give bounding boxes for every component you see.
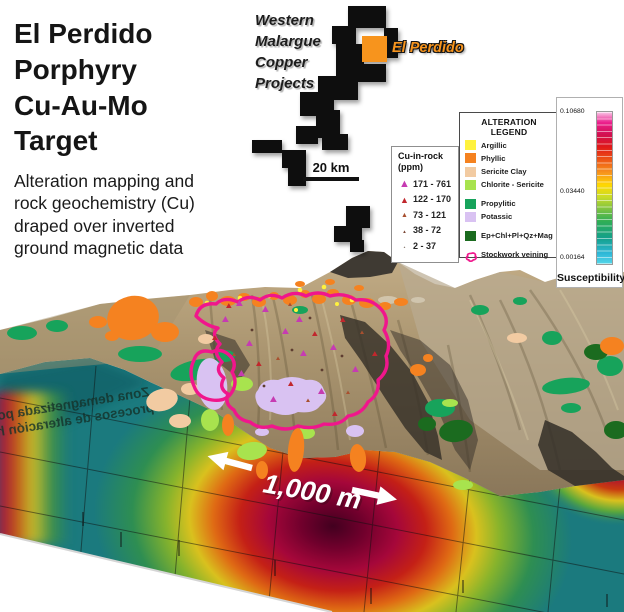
color-swatch: [465, 179, 476, 190]
color-swatch: [465, 166, 476, 177]
alteration-legend-panel: ALTERATION LEGEND Argillic Phyllic Seric…: [459, 112, 557, 262]
el-perdido-label: El Perdido: [392, 40, 464, 56]
left-arrow-icon: [207, 451, 253, 472]
inset-scalebar-bar: [303, 177, 359, 181]
susceptibility-panel: 0.10680 0.03440 0.00164 Susceptibility: [556, 97, 624, 288]
color-swatch: [465, 140, 476, 151]
legend-item: Chlorite - Sericite: [465, 179, 553, 190]
cu-sample-symbols: [212, 300, 378, 416]
susceptibility-tick-min: 0.00164: [560, 254, 585, 261]
color-swatch: [465, 230, 476, 241]
color-swatch: [465, 211, 476, 222]
el-perdido-claim-highlight: [362, 36, 387, 62]
legend-item: Argillic: [465, 140, 553, 151]
stockwork-outline: [189, 291, 391, 431]
cu-class-row: ▲ 38 - 72: [402, 225, 442, 235]
legend-item: Potassic: [465, 211, 553, 222]
cu-class-row: ▲ 73 - 121: [401, 209, 447, 220]
cu-legend-title: Cu-in-rock: [398, 151, 443, 161]
cu-class-row: ▲ 122 - 170: [400, 194, 452, 205]
cu-class-row: ▲ 2 - 37: [403, 240, 437, 251]
inset-map-label: Western Malargue Copper Projects: [255, 12, 321, 92]
inset-scalebar: 20 km: [303, 160, 359, 181]
legend-item: Stockwork veining: [465, 250, 553, 262]
legend-item: Propylitic: [465, 198, 553, 209]
grid-tick-marks: [82, 512, 608, 607]
cu-legend-panel: Cu-in-rock (ppm) ▲ 171 - 761 ▲ 122 - 170…: [391, 146, 459, 263]
susceptibility-colorbar: [596, 111, 613, 265]
section-bottom-edge: [0, 533, 333, 612]
legend-item: Ep+Chl+Pl+Qz+Mag: [465, 230, 553, 241]
susceptibility-tick-max: 0.10680: [560, 108, 585, 115]
right-arrow-icon: [351, 486, 397, 505]
page-title: El Perdido Porphyry Cu-Au-Mo Target: [14, 18, 153, 157]
inset-scalebar-label: 20 km: [312, 160, 350, 175]
chlorite-sericite-patches: [201, 377, 473, 490]
legend-item: Sericite Clay: [465, 166, 553, 177]
color-swatch: [465, 198, 476, 209]
cu-class-row: ▲ 171 - 761: [399, 178, 452, 190]
susceptibility-title: Susceptibility: [557, 272, 624, 284]
color-swatch: [465, 153, 476, 164]
page-subtitle: Alteration mapping and rock geochemistry…: [14, 171, 195, 259]
alteration-legend-title: ALTERATION LEGEND: [481, 117, 537, 137]
susceptibility-tick-mid: 0.03440: [560, 188, 585, 195]
stockwork-outline-icon: [465, 250, 478, 262]
legend-item: Phyllic: [465, 153, 553, 164]
claim-blocks: [252, 6, 398, 252]
